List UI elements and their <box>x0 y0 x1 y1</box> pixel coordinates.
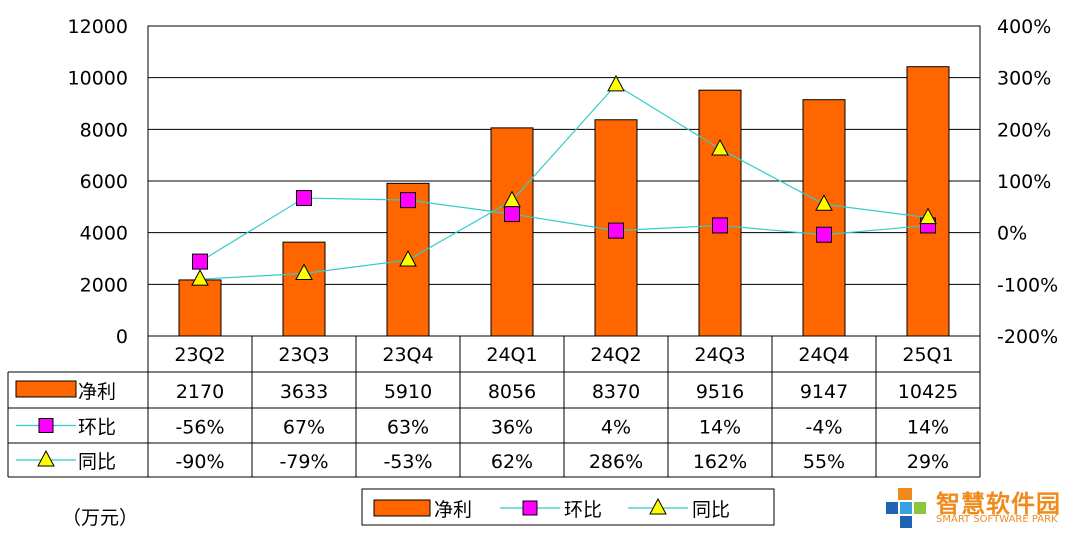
category-label: 24Q3 <box>694 344 745 366</box>
y-right-tick-label: 400% <box>997 16 1051 38</box>
y-right-tick-label: 200% <box>997 119 1051 141</box>
data-label: 14% <box>907 417 949 439</box>
y-right-tick-label: -100% <box>997 274 1058 296</box>
triangle-marker <box>607 74 625 92</box>
bar <box>802 99 846 337</box>
y-left-tick-label: 6000 <box>80 171 128 193</box>
data-label: 8056 <box>488 381 536 403</box>
data-label: 8370 <box>592 381 640 403</box>
unit-label: （万元） <box>62 507 139 529</box>
data-label: 3633 <box>280 381 328 403</box>
category-label: 24Q1 <box>486 344 537 366</box>
square-marker <box>296 190 312 207</box>
category-label: 25Q1 <box>902 344 953 366</box>
category-label: 23Q2 <box>174 344 225 366</box>
legend-key-square <box>38 418 54 433</box>
series-name: 环比 <box>78 417 116 439</box>
y-left-tick-label: 10000 <box>68 68 128 90</box>
data-label: 286% <box>589 451 643 473</box>
triangle-marker <box>503 190 521 208</box>
data-label: 29% <box>907 451 949 473</box>
data-label: -79% <box>279 451 328 473</box>
logo-subtitle: SMART SOFTWARE PARK <box>936 514 1058 525</box>
data-label: 5910 <box>384 381 432 403</box>
y-left-tick-label: 4000 <box>80 223 128 245</box>
data-label: 55% <box>803 451 845 473</box>
triangle-marker <box>399 249 417 267</box>
data-label: 62% <box>491 451 533 473</box>
y-left-tick-label: 8000 <box>80 119 128 141</box>
data-label: 10425 <box>898 381 958 403</box>
category-label: 23Q3 <box>278 344 329 366</box>
bar <box>698 89 742 337</box>
triangle-marker <box>191 269 209 286</box>
data-label: 9147 <box>800 381 848 403</box>
square-marker <box>192 253 208 270</box>
data-label: 63% <box>387 417 429 439</box>
bar <box>906 66 950 337</box>
data-label: -56% <box>175 417 224 439</box>
triangle-marker <box>295 263 313 280</box>
y-left-tick-label: 12000 <box>68 16 128 38</box>
y-right-tick-label: 300% <box>997 68 1051 90</box>
data-label: 2170 <box>176 381 224 403</box>
data-label: -4% <box>806 417 843 439</box>
bar <box>178 279 222 337</box>
legend-label: 净利 <box>434 499 472 521</box>
square-marker <box>608 222 624 239</box>
legend-square-key <box>522 500 538 516</box>
data-label: 14% <box>699 417 741 439</box>
square-marker <box>816 226 832 243</box>
logo-mark-icon <box>886 488 926 528</box>
y-right-tick-label: 100% <box>997 171 1051 193</box>
category-label: 24Q4 <box>798 344 849 366</box>
legend-box <box>361 488 775 526</box>
y-left-tick-label: 2000 <box>80 274 128 296</box>
y-right-tick-label: -200% <box>997 326 1058 348</box>
triangle-marker <box>919 207 937 225</box>
data-label: 162% <box>693 451 747 473</box>
data-label: 36% <box>491 417 533 439</box>
legend-bar-key <box>373 499 431 517</box>
y-right-tick-label: 0% <box>997 223 1027 245</box>
legend-key-bar <box>15 380 77 398</box>
bar <box>282 241 326 337</box>
triangle-marker <box>815 194 833 211</box>
series-name: 净利 <box>78 381 116 403</box>
square-marker <box>400 192 416 209</box>
legend-triangle-key <box>649 497 667 515</box>
bar <box>490 127 534 337</box>
legend-key-triangle <box>37 449 55 467</box>
square-marker <box>712 217 728 234</box>
category-label: 23Q4 <box>382 344 433 366</box>
data-label: 67% <box>283 417 325 439</box>
logo-title: 智慧软件园 <box>936 490 1061 518</box>
data-label: 9516 <box>696 381 744 403</box>
series-line <box>199 84 929 280</box>
data-label: -53% <box>383 451 432 473</box>
brand-logo: 智慧软件园 SMART SOFTWARE PARK <box>884 486 1076 530</box>
square-marker <box>504 206 520 223</box>
data-label: 4% <box>601 417 631 439</box>
data-label: -90% <box>175 451 224 473</box>
legend-label: 环比 <box>564 499 602 521</box>
category-label: 24Q2 <box>590 344 641 366</box>
legend-label: 同比 <box>692 499 730 521</box>
series-name: 同比 <box>78 451 116 473</box>
series-line <box>199 197 929 263</box>
triangle-marker <box>711 138 729 156</box>
y-left-tick-label: 0 <box>116 326 128 348</box>
